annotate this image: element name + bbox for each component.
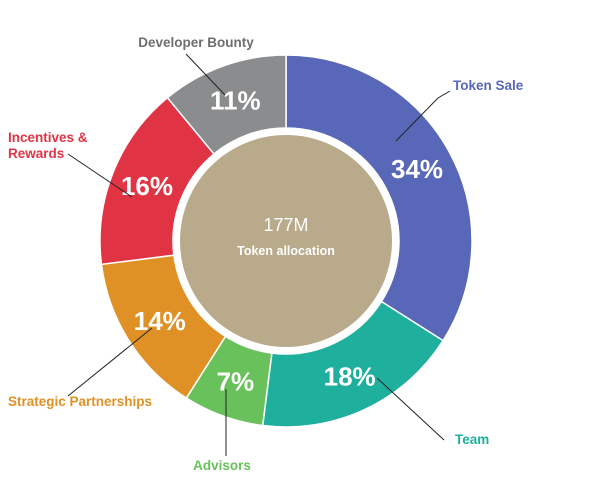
category-label-team: Team <box>455 432 489 447</box>
category-label-developer-bounty: Developer Bounty <box>138 35 254 50</box>
center-caption: Token allocation <box>237 244 335 258</box>
category-label-incentives-rewards: Incentives & Rewards <box>8 130 88 161</box>
category-label-advisors: Advisors <box>193 458 251 473</box>
leader-developer-bounty <box>185 53 226 96</box>
pct-label-developer-bounty: 11% <box>210 85 261 115</box>
pct-label-advisors: 7% <box>217 367 255 397</box>
leader-strategic-partnerships <box>67 327 153 397</box>
pct-label-token-sale: 34% <box>391 154 443 184</box>
slice-developer-bounty <box>166 54 287 155</box>
category-labels: Token Sale Team Advisors Strategic Partners… <box>8 35 524 473</box>
leader-incentives-rewards <box>67 153 133 198</box>
center-total-value: 177M <box>263 215 308 235</box>
pct-label-incentives-rewards: 16% <box>121 171 173 201</box>
category-label-token-sale: Token Sale <box>453 78 524 93</box>
category-label-strategic-partnerships: Strategic Partnerships <box>8 394 152 409</box>
leader-team <box>376 377 445 441</box>
leader-lines <box>67 53 451 456</box>
center-disc <box>180 135 392 347</box>
pct-label-strategic-partnerships: 14% <box>134 306 186 336</box>
donut-slices <box>99 54 473 428</box>
slice-token-sale <box>285 54 473 342</box>
pct-label-team: 18% <box>324 361 376 391</box>
leader-token-sale <box>395 90 451 142</box>
percentage-labels: 34% 18% 7% 14% 16% 11% <box>121 85 443 396</box>
donut-center: 177M Token allocation <box>180 135 392 347</box>
